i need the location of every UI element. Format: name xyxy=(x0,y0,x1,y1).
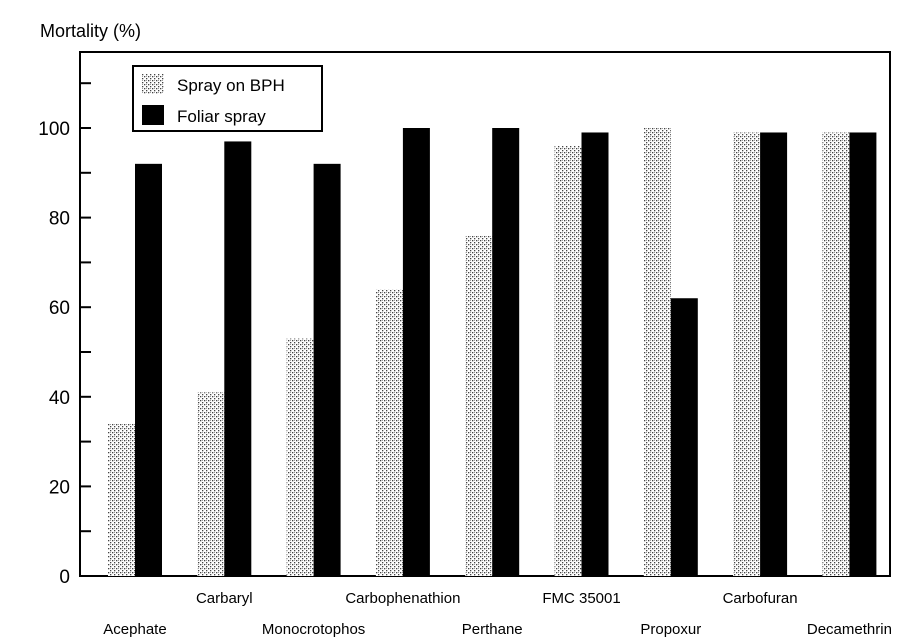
bar-propoxur-foliar-spray xyxy=(670,298,698,576)
bar-fmc-35001-spray-on-bph xyxy=(554,145,582,577)
bar-carbofuran-foliar-spray xyxy=(760,132,788,577)
bar-carbaryl-spray-on-bph xyxy=(197,392,225,576)
category-label-propoxur: Propoxur xyxy=(640,621,701,638)
category-label-acephate: Acephate xyxy=(103,621,166,638)
bar-decamethrin-spray-on-bph xyxy=(822,132,850,577)
y-tick-label-100: 100 xyxy=(38,119,70,140)
bar-acephate-foliar-spray xyxy=(135,163,162,576)
y-tick-label-0: 0 xyxy=(59,567,70,588)
bar-carbaryl-foliar-spray xyxy=(224,141,252,576)
bar-fmc-35001-foliar-spray xyxy=(581,132,609,577)
category-label-decamethrin: Decamethrin xyxy=(807,621,892,638)
legend-swatch-spray-on-bph xyxy=(142,74,164,94)
bar-monocrotophos-spray-on-bph xyxy=(286,338,314,576)
legend: Spray on BPH Foliar spray xyxy=(132,65,323,132)
category-label-carbaryl: Carbaryl xyxy=(196,590,253,607)
category-label-fmc-35001: FMC 35001 xyxy=(542,590,620,607)
bars xyxy=(108,128,877,577)
bar-carbofuran-spray-on-bph xyxy=(733,132,761,577)
legend-label-spray-on-bph: Spray on BPH xyxy=(177,76,285,95)
y-tick-label-60: 60 xyxy=(49,298,70,319)
category-label-perthane: Perthane xyxy=(462,621,523,638)
legend-box xyxy=(132,65,323,132)
legend-label-foliar-spray: Foliar spray xyxy=(177,107,266,126)
y-tick-label-80: 80 xyxy=(49,209,70,230)
bar-monocrotophos-foliar-spray xyxy=(313,163,341,576)
y-tick-label-40: 40 xyxy=(49,388,70,409)
y-axis-label: Mortality (%) xyxy=(40,21,141,41)
bar-perthane-foliar-spray xyxy=(492,128,520,576)
bar-propoxur-spray-on-bph xyxy=(643,128,671,576)
bar-carbophenathion-foliar-spray xyxy=(402,128,430,576)
y-axis: 0 20 40 60 80 100 xyxy=(38,82,91,588)
bar-perthane-spray-on-bph xyxy=(465,235,493,576)
x-axis-categories: Acephate Carbaryl Monocrotophos Carbophenat… xyxy=(103,590,892,638)
y-tick-label-20: 20 xyxy=(49,477,70,498)
bar-carbophenathion-spray-on-bph xyxy=(375,289,403,576)
bar-acephate-spray-on-bph xyxy=(108,423,135,576)
category-label-carbophenathion: Carbophenathion xyxy=(345,590,460,607)
category-label-monocrotophos: Monocrotophos xyxy=(262,621,365,638)
bar-decamethrin-foliar-spray xyxy=(849,132,877,577)
category-label-carbofuran: Carbofuran xyxy=(723,590,798,607)
legend-swatch-foliar-spray xyxy=(142,105,164,125)
